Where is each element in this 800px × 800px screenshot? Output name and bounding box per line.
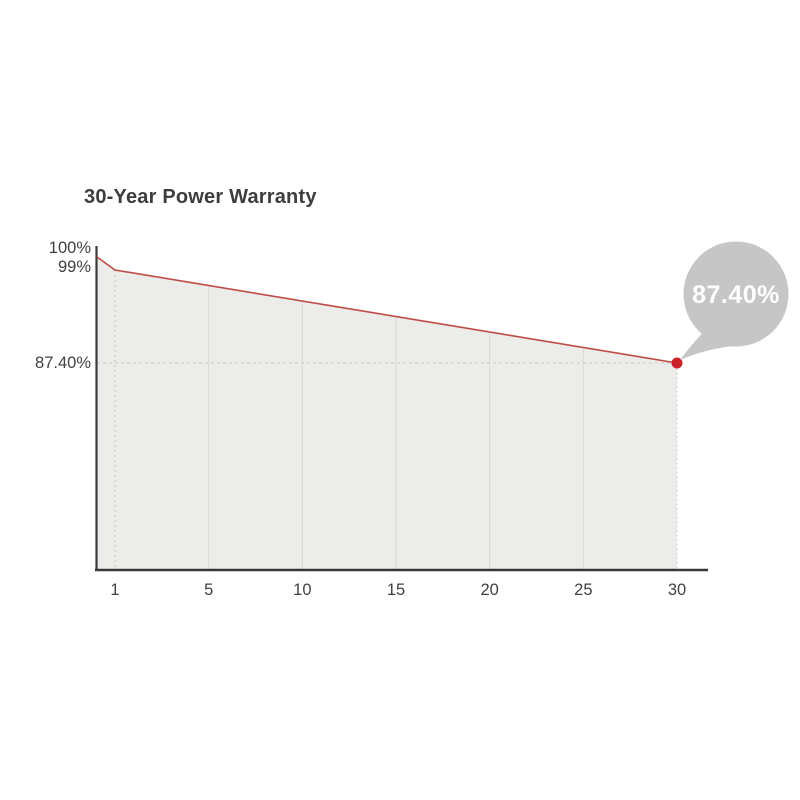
- x-axis-label: 30: [668, 581, 686, 599]
- y-axis-label: 99%: [58, 258, 91, 276]
- x-axis-label: 5: [204, 581, 213, 599]
- callout-layer: 87.40%: [680, 241, 789, 360]
- callout-bubble: [683, 241, 789, 347]
- series-area-fill: [97, 257, 677, 570]
- area-layer: [97, 257, 677, 570]
- guide-layer: [97, 270, 678, 569]
- axis-layer: [95, 246, 708, 572]
- chart-title: 30-Year Power Warranty: [84, 186, 317, 208]
- x-axis-label: 10: [293, 581, 311, 599]
- callout-label: 87.40%: [692, 281, 780, 309]
- y-axis-label: 100%: [49, 239, 92, 257]
- label-layer: 100%99%87.40%1 5 10 15 20 25 30: [35, 239, 686, 599]
- warranty-line: [96, 256, 678, 364]
- end-point-dot: [671, 357, 683, 369]
- x-axis-label: 15: [387, 581, 405, 599]
- x-axis-label: 25: [574, 581, 592, 599]
- x-axis-label: 1: [110, 581, 119, 599]
- y-axis-label: 87.40%: [35, 354, 91, 372]
- x-axis-label: 20: [480, 581, 498, 599]
- series-layer: [96, 256, 683, 369]
- grid-layer: [208, 286, 584, 569]
